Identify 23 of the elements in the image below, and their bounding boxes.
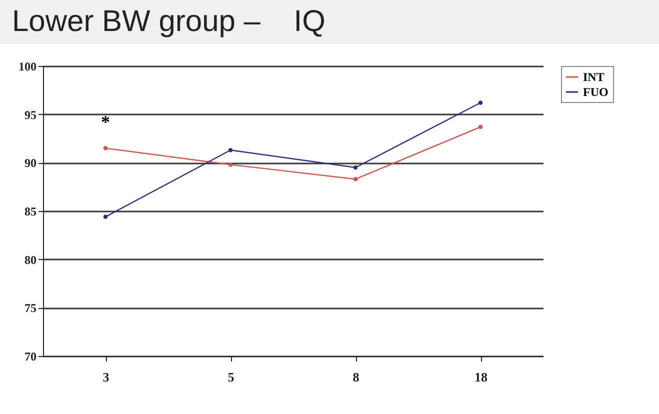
x-tick-label: 18 — [474, 370, 488, 384]
point — [103, 214, 108, 219]
point — [103, 146, 108, 150]
y-tick-label: 85 — [24, 204, 36, 218]
point — [228, 162, 233, 167]
chart-title: Lower BW group – IQ — [0, 0, 659, 44]
y-tick-label: 70 — [24, 350, 36, 364]
legend-label: INT — [583, 70, 604, 84]
point — [228, 148, 233, 152]
annotation: * — [101, 112, 110, 132]
x-tick-label: 8 — [352, 370, 360, 384]
y-tick-label: 90 — [24, 156, 36, 170]
point — [478, 124, 483, 130]
y-tick-label: 100 — [18, 60, 36, 74]
y-tick-label: 95 — [24, 108, 36, 122]
x-tick-label: 5 — [228, 370, 235, 384]
y-tick-label: 75 — [24, 301, 36, 316]
y-tick-label: 80 — [24, 252, 36, 267]
point — [478, 100, 483, 105]
x-tick-label: 3 — [102, 370, 110, 384]
legend-label: FUO — [583, 85, 608, 99]
point — [353, 165, 358, 170]
point — [353, 176, 358, 182]
